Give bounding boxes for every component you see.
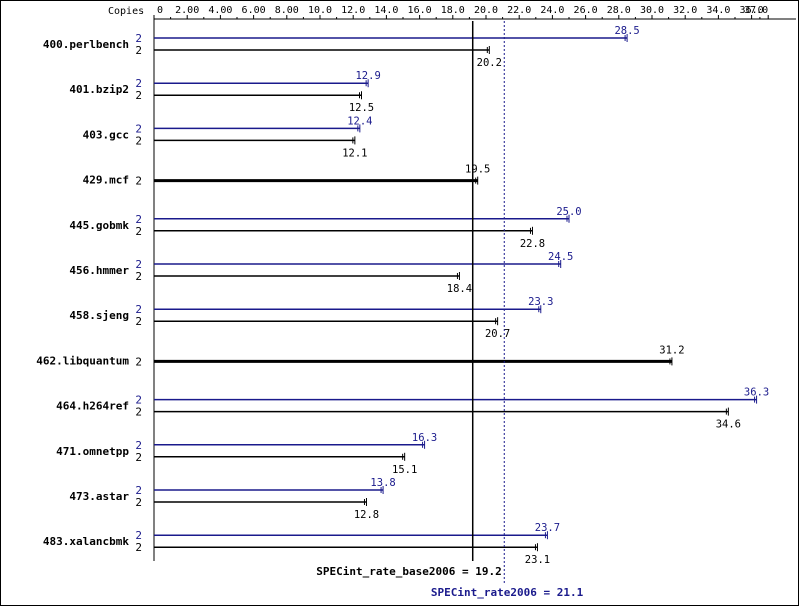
base-value-label: 12.1 [342,147,367,159]
base-value-label: 12.8 [354,509,379,521]
base-value-label: 20.7 [485,328,510,340]
tick-label: 20.0 [474,5,498,16]
base-copies-label: 2 [135,44,142,57]
peak-value-label: 23.3 [528,296,553,308]
peak-value-label: 13.8 [370,477,395,489]
peak-value-label: 24.5 [548,251,573,263]
tick-label: 24.0 [540,5,564,16]
benchmark-label: 401.bzip2 [69,83,129,96]
base-copies-label: 2 [135,541,142,554]
tick-label: 26.0 [574,5,598,16]
base-copies-label: 2 [135,89,142,102]
peak-copies-label: 2 [135,258,142,271]
tick-label: 8.00 [275,5,299,16]
axis-label: Copies [108,6,144,17]
peak-value-label: 36.3 [744,387,769,399]
peak-copies-label: 2 [135,32,142,45]
benchmark-label: 400.perlbench [43,38,129,51]
benchmark-label: 471.omnetpp [56,445,129,458]
benchmark-label: 456.hmmer [69,264,129,277]
combined-value-label: 31.2 [659,344,684,356]
peak-value-label: 25.0 [556,206,581,218]
tick-label: 22.0 [507,5,531,16]
peak-value-label: 23.7 [535,522,560,534]
base-copies-label: 2 [135,270,142,283]
tick-label: 28.0 [607,5,631,16]
copies-label: 2 [135,175,142,188]
peak-copies-label: 2 [135,439,142,452]
peak-copies-label: 2 [135,213,142,226]
tick-label: 37.0 [744,5,768,16]
tick-label: 34.0 [706,5,730,16]
peak-value-label: 12.4 [347,115,372,127]
base-value-label: 18.4 [447,283,472,295]
base-copies-label: 2 [135,134,142,147]
peak-summary-label: SPECint_rate2006 = 21.1 [431,586,584,599]
benchmark-label: 462.libquantum [36,354,129,367]
benchmark-label: 473.astar [69,490,129,503]
tick-label: 14.0 [374,5,398,16]
base-copies-label: 2 [135,315,142,328]
benchmark-label: 483.xalancbmk [43,535,129,548]
base-value-label: 34.6 [716,419,741,431]
peak-copies-label: 2 [135,77,142,90]
tick-label: 4.00 [208,5,232,16]
base-summary-label: SPECint_rate_base2006 = 19.2 [316,565,501,578]
benchmark-label: 429.mcf [83,174,129,187]
tick-label: 12.0 [341,5,365,16]
peak-value-label: 16.3 [412,432,437,444]
peak-copies-label: 2 [135,484,142,497]
tick-label: 10.0 [308,5,332,16]
peak-copies-label: 2 [135,394,142,407]
base-value-label: 12.5 [349,102,374,114]
tick-label: 32.0 [673,5,697,16]
peak-value-label: 12.9 [355,70,380,82]
tick-label: 30.0 [640,5,664,16]
benchmark-label: 464.h264ref [56,400,129,413]
tick-label: 0 [157,5,163,16]
base-value-label: 20.2 [477,57,502,69]
peak-value-label: 28.5 [614,25,639,37]
base-value-label: 23.1 [525,554,550,566]
peak-copies-label: 2 [135,122,142,135]
base-value-label: 22.8 [520,238,545,250]
tick-label: 16.0 [408,5,432,16]
peak-copies-label: 2 [135,303,142,316]
tick-label: 2.00 [175,5,199,16]
base-copies-label: 2 [135,225,142,238]
base-copies-label: 2 [135,496,142,509]
benchmark-label: 403.gcc [83,128,129,141]
peak-copies-label: 2 [135,529,142,542]
tick-label: 36.0 [740,5,764,16]
benchmark-label: 445.gobmk [69,219,129,232]
base-value-label: 15.1 [392,464,417,476]
base-copies-label: 2 [135,451,142,464]
copies-label: 2 [135,355,142,368]
tick-label: 18.0 [441,5,465,16]
benchmark-label: 458.sjeng [69,309,129,322]
base-copies-label: 2 [135,406,142,419]
combined-value-label: 19.5 [465,164,490,176]
tick-label: 6.00 [242,5,266,16]
